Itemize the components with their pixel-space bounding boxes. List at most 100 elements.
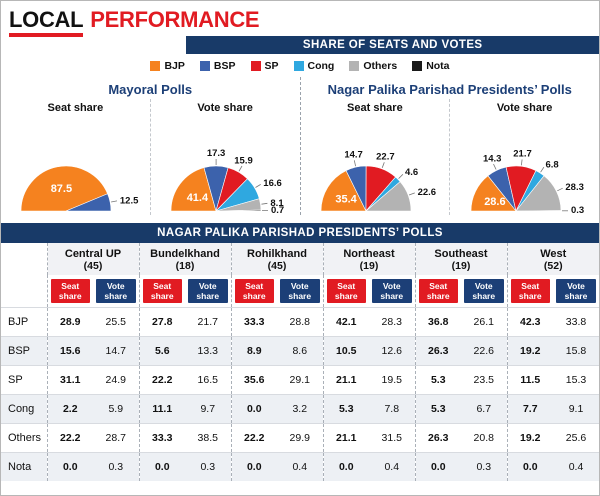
half-pie-chart-mayoral-vote: 41.4 17.3 15.9 16.6 8.10.7 (170, 148, 284, 215)
table-body: BJP 28.9 25.5 27.8 21.7 33.3 28.8 42.1 28.3 36.8 2… (1, 307, 599, 482)
seat-share-value: 42.3 (506, 307, 553, 337)
seat-share-header-cell: Seat share (230, 275, 277, 308)
table-corner (1, 275, 47, 308)
half-pie-chart-nagar-palika-vote: 28.6 14.3 21.7 6.8 28.3 0.3 (470, 148, 584, 215)
vote-share-value: 25.5 (105, 316, 126, 329)
region-header-west: West (52) (506, 243, 599, 275)
party-label: Others (8, 432, 42, 445)
pie-value-label-sp: 21.7 (513, 148, 532, 159)
chart-nagar-palika-vote-share: Vote share 28.6 14.3 21.7 6.8 28.3 0.3 (449, 99, 599, 215)
vote-share-value: 12.6 (381, 345, 402, 358)
chart-group-heading-mayoral: Mayoral Polls (108, 82, 193, 97)
pie-leader-line (539, 166, 544, 173)
vote-share-value: 14.7 (105, 345, 126, 358)
vote-share-value: 8.6 (292, 345, 308, 358)
vote-share-header-cell: Vote share (461, 275, 507, 308)
vote-share-value: 38.5 (197, 432, 218, 445)
region-name: Southeast (434, 248, 488, 260)
seat-share-value: 26.3 (414, 423, 461, 453)
seat-share-value: 7.7 (506, 394, 553, 424)
table-head: Central UP (45) Bundelkhand (18) Rohilkhand(… (1, 243, 599, 308)
legend-item-cong: Cong (293, 60, 334, 72)
vote-share-value: 25.6 (565, 432, 587, 445)
seat-share-value: 0.0 (414, 452, 461, 482)
region-seat-count: (18) (175, 260, 195, 272)
vote-share-header-cell: Vote share (553, 275, 599, 308)
vote-share-value: 31.5 (381, 432, 402, 445)
vote-share-value: 0.3 (476, 461, 492, 474)
vote-share-value: 23.5 (473, 374, 494, 387)
vote-share-value: 9.1 (568, 403, 584, 416)
vote-share-value: 24.9 (105, 374, 126, 387)
vote-share-value: 0.4 (384, 461, 400, 474)
seat-share-value: 5.6 (138, 336, 185, 366)
seat-share-value: 22.2 (46, 423, 93, 453)
vote-share-value: 28.8 (289, 316, 310, 329)
vote-share-value: 0.4 (568, 461, 584, 474)
legend-label: BJP (164, 60, 185, 72)
pie-leader-line (492, 163, 497, 170)
pie-slice-bjp (320, 170, 367, 212)
seat-share-value: 15.6 (46, 336, 93, 366)
pie-leader-line (408, 192, 415, 196)
legend-swatch-icon (412, 61, 423, 71)
table-row-sp: SP 31.1 24.9 22.2 16.5 35.6 29.1 21.1 19.5 5.3 23.… (1, 365, 599, 395)
seat-share-value: 33.3 (138, 423, 185, 453)
party-label: Cong (8, 403, 35, 416)
party-label: BJP (8, 316, 29, 329)
vote-share-value: 22.6 (473, 345, 494, 358)
pie-value-label-bjp: 35.4 (335, 194, 357, 206)
region-header-bundelkhand: Bundelkhand (18) (138, 243, 231, 275)
party-label: BSP (8, 345, 31, 358)
vote-share-value: 13.3 (197, 345, 218, 358)
legend-item-others: Others (349, 60, 397, 72)
seat-share-value: 22.2 (138, 365, 185, 395)
region-seat-count: (19) (451, 260, 471, 272)
table-row-nota: Nota 0.0 0.3 0.0 0.3 0.0 0.4 0.0 0.4 0.0 0.3 0.0 0.4 (1, 452, 599, 482)
pie-leader-line (556, 187, 563, 192)
legend-label: SP (264, 60, 279, 72)
pie-leader-line (238, 165, 243, 172)
region-name: West (540, 248, 567, 260)
pie-slice-nota (216, 209, 262, 212)
region-header-rohilkhand: Rohilkhand (45) (230, 243, 323, 275)
vote-share-chip: Vote share (464, 279, 504, 304)
seat-share-value: 8.9 (230, 336, 277, 366)
seat-share-value: 0.0 (46, 452, 93, 482)
table-row-bsp: BSP 15.6 14.7 5.6 13.3 8.9 8.6 10.5 12.6 26.3 22.6… (1, 336, 599, 366)
chart-title-vote-share: Vote share (496, 102, 553, 114)
vote-share-value: 20.8 (473, 432, 494, 445)
seat-share-value: 42.1 (322, 307, 369, 337)
party-label: SP (8, 374, 23, 387)
seat-share-header-cell: Seat share (322, 275, 369, 308)
pie-value-label-bjp: 41.4 (187, 192, 209, 204)
vote-share-value: 0.4 (292, 461, 308, 474)
seat-share-value: 27.8 (138, 307, 185, 337)
legend-swatch-icon (349, 61, 360, 71)
pie-value-label-sp: 22.7 (376, 152, 395, 163)
seat-share-value: 0.0 (230, 394, 277, 424)
legend-swatch-icon (150, 61, 161, 71)
pie-leader-line (381, 162, 385, 169)
seat-share-value: 21.1 (322, 365, 369, 395)
pie-leader-line (111, 200, 118, 203)
pie-slice-bjp (21, 165, 109, 212)
legend-item-sp: SP (250, 60, 279, 72)
page-title: LOCAL PERFORMANCE (1, 1, 599, 37)
region-name: Central UP (64, 248, 122, 260)
half-pie-chart-mayoral-seat: 87.5 12.5 (21, 165, 139, 212)
seat-share-header-cell: Seat share (138, 275, 185, 308)
seat-share-value: 22.2 (230, 423, 277, 453)
vote-share-value: 0.3 (108, 461, 124, 474)
table-corner (1, 243, 47, 275)
pie-leader-line (520, 159, 523, 166)
region-name: Rohilkhand (247, 248, 307, 260)
seat-share-chip: Seat share (418, 279, 458, 304)
region-seat-count: (45) (267, 260, 287, 272)
vote-share-value: 29.1 (289, 374, 310, 387)
vote-share-value: 15.8 (565, 345, 587, 358)
region-seat-count: (19) (359, 260, 379, 272)
legend: BJP BSP SP Cong Others Nota (1, 54, 599, 75)
seat-share-value: 36.8 (414, 307, 461, 337)
